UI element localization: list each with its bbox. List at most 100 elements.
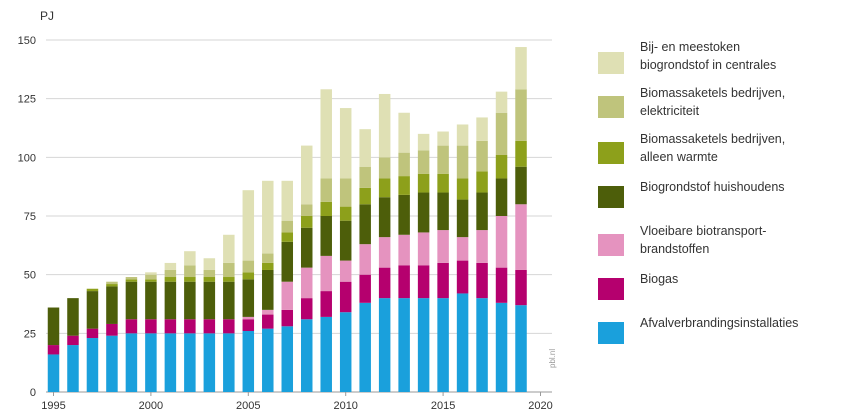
bar-segment [242, 330, 255, 392]
bar-segment [203, 269, 216, 278]
bar-segment [515, 305, 527, 392]
y-tick-label: 100 [18, 152, 36, 164]
bar-segment [378, 197, 391, 238]
bar-segment [184, 281, 196, 320]
bar-segment [456, 260, 469, 294]
legend-label: Vloeibare biotransport- brandstoffen [640, 224, 767, 256]
bar-segment [456, 237, 469, 261]
bar-segment [184, 251, 196, 266]
bar-segment [339, 312, 352, 392]
bar-segment [495, 216, 508, 268]
legend-swatch [598, 96, 624, 118]
bar-segment [456, 178, 469, 200]
bar-segment [300, 145, 313, 205]
bar-segment [242, 272, 255, 280]
bar-segment [67, 345, 79, 392]
bar-segment [417, 192, 430, 233]
bar-segment [86, 338, 99, 392]
bar-segment [515, 47, 527, 90]
bar-segment [242, 190, 255, 261]
bar-segment [515, 269, 527, 306]
bar-segment [495, 267, 508, 303]
bar-segment [300, 319, 313, 392]
bar-segment [398, 298, 410, 392]
bar-segment [125, 333, 138, 392]
bar-segment [203, 281, 216, 320]
bar-segment [281, 220, 294, 233]
x-tick-label: 2005 [236, 400, 260, 412]
y-tick-label: 75 [24, 211, 36, 223]
gridlines [46, 39, 552, 393]
bar-segment [359, 302, 371, 392]
bar-segment [67, 298, 79, 336]
legend-label: Bij- en meestoken biogrondstof in centra… [640, 40, 777, 72]
bar-segment [378, 237, 391, 268]
bar-segment [184, 319, 196, 334]
bar-segment [515, 140, 527, 167]
bar-segment [300, 227, 313, 268]
bar-segment [223, 319, 235, 334]
bar-segment [262, 262, 274, 270]
legend-label: Biogrondstof huishoudens [640, 180, 785, 194]
bar-segment [398, 265, 410, 299]
legend-swatch [598, 186, 624, 208]
bar-segment [125, 281, 138, 320]
bar-segment [281, 180, 294, 221]
bar-segment [281, 281, 294, 310]
bar-segment [242, 260, 255, 273]
bar-segment [106, 335, 118, 392]
bar-segment [378, 298, 391, 392]
bar-segment [398, 152, 410, 177]
bar-segment [164, 277, 177, 282]
bar-segment [145, 281, 157, 320]
x-tick-label: 2020 [528, 400, 552, 412]
bar-segment [262, 269, 274, 310]
bar-segment [106, 284, 118, 287]
x-tick-label: 2000 [139, 400, 163, 412]
bar-segment [417, 150, 430, 174]
bar-segment [223, 262, 235, 278]
bar-segment [320, 201, 332, 216]
bar-segment [203, 319, 216, 334]
bar-segment [145, 333, 157, 392]
y-tick-label: 0 [30, 387, 36, 399]
bar-segment [262, 328, 274, 392]
bar-segment [125, 319, 138, 334]
bar-segment [398, 234, 410, 266]
bar-segment [242, 316, 255, 320]
bar-segment [223, 333, 235, 392]
bar-segment [262, 309, 274, 315]
bar-segment [47, 345, 60, 355]
bar-segment [339, 108, 352, 179]
bar-segment [378, 157, 391, 179]
bar-segment [203, 277, 216, 282]
y-tick-label: 25 [24, 328, 36, 340]
unit-label: PJ [40, 9, 54, 23]
bar-segment [164, 333, 177, 392]
legend-label: Biogas [640, 272, 679, 286]
legend-swatch [598, 322, 624, 344]
bar-segment [145, 319, 157, 334]
bar-segment [476, 262, 488, 299]
bar-segment [398, 176, 410, 195]
bar-segment [359, 166, 371, 188]
bar-segment [437, 131, 449, 146]
bar-segment [184, 333, 196, 392]
bar-segment [145, 272, 157, 275]
legend-label: Afvalverbrandingsinstallaties [640, 316, 799, 330]
x-tick-label: 1995 [41, 400, 65, 412]
bar-segment [164, 281, 177, 320]
bar-segment [495, 91, 508, 113]
bar-segment [495, 112, 508, 155]
bar-segment [339, 260, 352, 282]
bar-segment [281, 309, 294, 327]
bar-segment [339, 281, 352, 313]
bar-segment [495, 302, 508, 392]
bar-segment [476, 298, 488, 392]
bar-segment [281, 326, 294, 392]
bar-segment [476, 230, 488, 263]
bar-segment [515, 166, 527, 205]
y-tick-label: 125 [18, 94, 36, 106]
bar-segment [320, 178, 332, 202]
bar-segment [378, 93, 391, 158]
